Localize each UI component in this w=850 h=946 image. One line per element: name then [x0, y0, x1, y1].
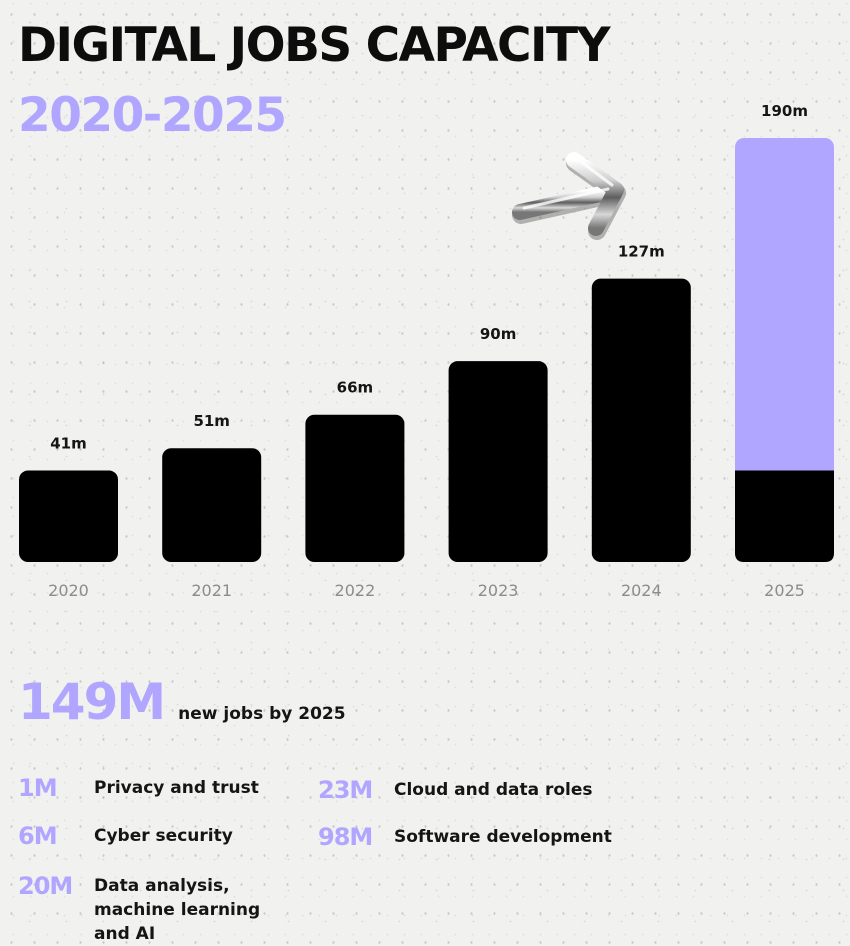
x-tick-label: 2024 [621, 581, 662, 600]
stat-value: 23M [318, 776, 373, 804]
chart-subtitle: 2020-2025 [18, 88, 287, 143]
stat-label: Software development [394, 827, 612, 847]
stat-item: 98M Software development [318, 823, 612, 851]
bar-value-label: 190m [761, 102, 808, 120]
summary-value: 149M [18, 673, 166, 731]
summary: 149M new jobs by 2025 [18, 672, 346, 732]
stat-label: Cyber security [94, 826, 233, 846]
stat-value: 6M [18, 822, 58, 850]
stat-item: 1M Privacy and trust [18, 774, 259, 802]
stat-value: 98M [318, 823, 373, 851]
bar-value-label: 51m [193, 412, 230, 430]
summary-text: new jobs by 2025 [178, 704, 346, 724]
bar-value-label: 90m [480, 325, 517, 343]
bar-2025-base [735, 470, 834, 562]
stat-value: 20M [18, 872, 73, 900]
arrow-up-right-icon [512, 152, 626, 240]
bar-value-label: 66m [337, 379, 374, 397]
bar-chart: 41m 2020 51m 2021 66m 2022 90m 2023 127m 2024 190m… [19, 102, 834, 600]
bar-2020 [19, 470, 118, 562]
bar-2023 [448, 361, 548, 562]
stat-item: 20M Data analysis, machine learning and … [18, 872, 299, 946]
bar-2021 [162, 448, 262, 562]
stat-label: Data analysis, machine learning and AI [94, 876, 261, 944]
x-tick-label: 2021 [191, 581, 232, 600]
stat-value: 1M [18, 774, 58, 802]
bar-value-label: 41m [50, 435, 87, 453]
stat-item: 6M Cyber security [18, 822, 233, 850]
stat-label: Privacy and trust [94, 778, 259, 798]
bar-2025-new-jobs [735, 138, 834, 562]
bar-2022 [305, 414, 405, 562]
stat-label: Cloud and data roles [394, 780, 593, 800]
stat-item: 23M Cloud and data roles [318, 776, 593, 804]
x-tick-label: 2025 [764, 581, 805, 600]
x-tick-label: 2023 [478, 581, 519, 600]
bar-value-label: 127m [618, 243, 665, 261]
x-tick-label: 2020 [48, 581, 89, 600]
chart-title: DIGITAL JOBS CAPACITY [18, 18, 611, 73]
x-tick-label: 2022 [335, 581, 376, 600]
bar-2024 [591, 278, 691, 562]
